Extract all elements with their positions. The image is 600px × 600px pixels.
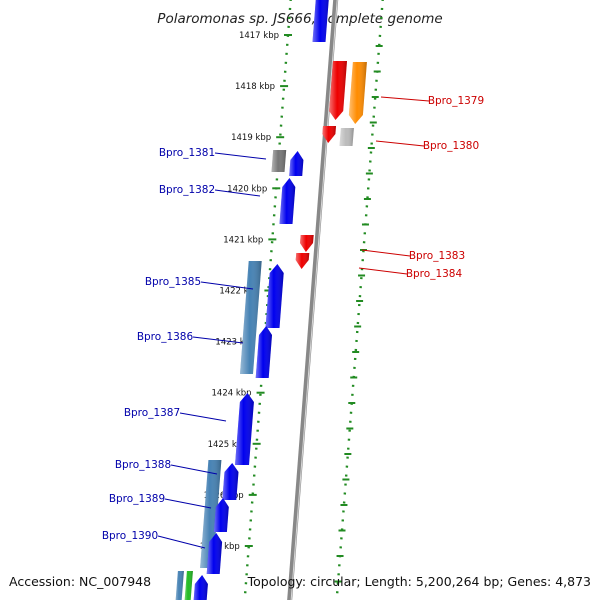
leader-line — [361, 249, 411, 257]
gene-label-left[interactable]: Bpro_1385 — [145, 276, 201, 288]
leader-line — [170, 464, 218, 475]
kbp-tick-label: 1423 kbp — [215, 338, 255, 348]
leader-line — [375, 140, 425, 147]
leader-line — [179, 412, 227, 422]
leader-line — [380, 96, 430, 102]
gene-labels: Bpro_1381 Bpro_1382 Bpro_1385 Bpro_1386 Bpro… — [102, 95, 484, 549]
genome-backbone — [287, 0, 339, 600]
topology-text: Topology: circular; Length: 5,200,264 bp… — [247, 574, 591, 589]
gene-label-right[interactable]: Bpro_1383 — [409, 250, 465, 262]
kbp-tick-label: 1425 kbp — [208, 440, 248, 450]
gene-label-left[interactable]: Bpro_1387 — [124, 407, 180, 419]
leader-line — [164, 498, 212, 509]
gene-label-left[interactable]: Bpro_1389 — [109, 493, 165, 505]
leader-line — [200, 281, 254, 290]
gene-label-right[interactable]: Bpro_1380 — [423, 140, 479, 152]
gene-label-right[interactable]: Bpro_1379 — [428, 95, 484, 107]
gene-label-left[interactable]: Bpro_1382 — [159, 184, 215, 196]
gene-label-left[interactable]: Bpro_1390 — [102, 530, 158, 542]
leader-line — [157, 535, 206, 549]
gene-features — [175, 0, 367, 600]
leader-line — [214, 189, 261, 197]
accession-text: Accession: NC_007948 — [9, 574, 152, 589]
genome-title: Polaromonas sp. JS666, complete genome — [157, 11, 442, 27]
gene-label-left[interactable]: Bpro_1381 — [159, 147, 215, 159]
backbone-line — [287, 0, 339, 600]
kbp-tick-label: 1422 kbp — [219, 287, 259, 297]
gene-label-right[interactable]: Bpro_1384 — [406, 268, 463, 280]
leader-line — [192, 336, 244, 344]
leader-line — [214, 152, 267, 160]
kbp-tick-label: 1421 kbp — [223, 235, 263, 245]
kbp-tick-label: 1417 kbp — [239, 31, 279, 41]
kbp-tick-label: 1420 kbp — [227, 184, 267, 194]
kbp-tick-label: 1424 kbp — [212, 389, 252, 399]
leader-line — [358, 267, 408, 275]
gene-label-left[interactable]: Bpro_1388 — [115, 459, 171, 471]
kbp-tick-label: 1419 kbp — [231, 133, 271, 143]
gene-label-left[interactable]: Bpro_1386 — [137, 331, 194, 343]
kbp-tick-label: 1418 kbp — [235, 82, 275, 92]
